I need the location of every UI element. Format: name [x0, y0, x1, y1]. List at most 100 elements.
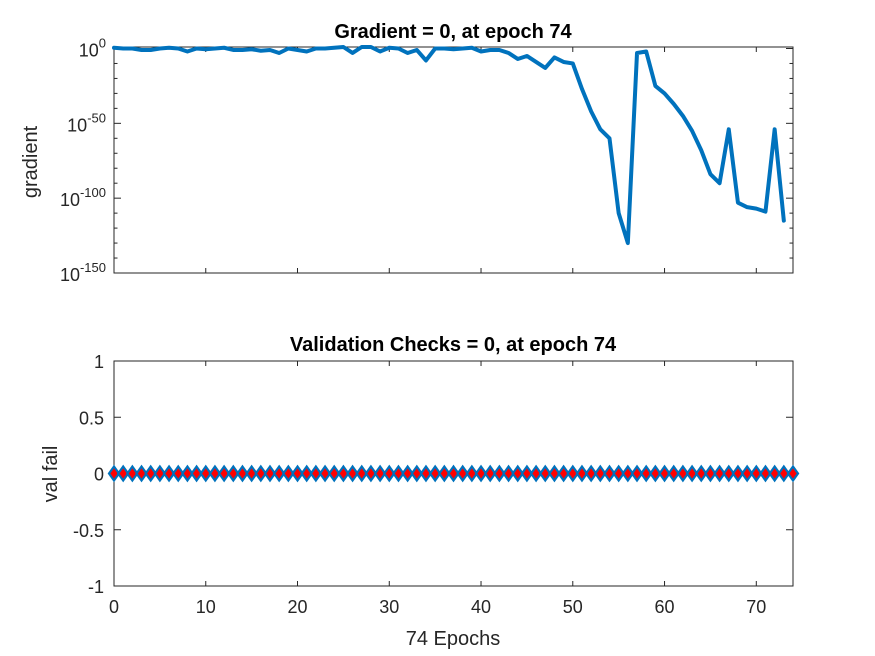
validation-y-tick-label: -1 [88, 577, 104, 597]
validation-marker [199, 464, 213, 483]
validation-marker [493, 464, 506, 483]
validation-marker [630, 464, 644, 483]
validation-marker [116, 464, 130, 483]
validation-marker [254, 464, 268, 483]
validation-marker [502, 464, 515, 483]
validation-marker [566, 464, 580, 483]
validation-marker [676, 464, 690, 483]
validation-marker [419, 464, 433, 483]
validation-subplot: Validation Checks = 0, at epoch 74 val f… [40, 334, 800, 650]
validation-y-tick-label: 0.5 [79, 408, 104, 428]
validation-marker [694, 464, 708, 483]
validation-ylabel: val fail [40, 446, 62, 503]
validation-marker [557, 464, 570, 483]
validation-marker [465, 464, 479, 483]
validation-marker [309, 464, 323, 483]
validation-marker [593, 464, 607, 483]
validation-marker [263, 464, 277, 483]
validation-marker [649, 464, 662, 483]
validation-marker [428, 464, 442, 483]
validation-marker [373, 464, 387, 483]
validation-marker [107, 464, 121, 483]
gradient-series [112, 45, 786, 246]
validation-marker [364, 464, 378, 483]
gradient-y-tick-label: 10-150 [60, 260, 106, 285]
validation-marker [704, 464, 717, 483]
validation-marker [392, 464, 405, 483]
validation-marker [786, 464, 800, 483]
validation-marker [548, 464, 561, 483]
validation-marker [474, 464, 488, 483]
validation-x-tick-label: 10 [196, 597, 216, 617]
validation-series [107, 464, 800, 483]
validation-marker [300, 464, 314, 483]
validation-marker [759, 464, 772, 483]
validation-marker [236, 464, 249, 483]
validation-marker [337, 464, 350, 483]
gradient-title: Gradient = 0, at epoch 74 [334, 21, 572, 43]
validation-marker [529, 464, 543, 483]
validation-marker [777, 464, 791, 483]
validation-marker [768, 464, 782, 483]
validation-x-tick-label: 20 [287, 597, 307, 617]
validation-marker [511, 464, 525, 483]
gradient-y-tick-label: 10-50 [67, 110, 106, 135]
validation-title: Validation Checks = 0, at epoch 74 [290, 334, 617, 356]
validation-xlabel: 74 Epochs [406, 628, 501, 650]
validation-marker [291, 464, 304, 483]
validation-marker [447, 464, 460, 483]
validation-marker [621, 464, 635, 483]
validation-marker [245, 464, 258, 483]
validation-marker [281, 464, 295, 483]
validation-marker [483, 464, 497, 483]
validation-marker [603, 464, 616, 483]
validation-marker [217, 464, 231, 483]
gradient-ylabel: gradient [20, 125, 42, 198]
validation-marker [685, 464, 699, 483]
validation-marker [327, 464, 341, 483]
gradient-subplot: Gradient = 0, at epoch 74 gradient 10010… [20, 21, 794, 285]
validation-x-tick-label: 70 [746, 597, 766, 617]
validation-marker [667, 464, 681, 483]
validation-tick-labels: 0 10 20 30 40 50 60 70 -1 -0.5 0 0.5 1 [73, 352, 766, 617]
validation-marker [722, 464, 736, 483]
validation-marker [749, 464, 763, 483]
validation-marker [410, 464, 424, 483]
validation-x-tick-label: 30 [379, 597, 399, 617]
validation-marker [144, 464, 158, 483]
validation-marker [731, 464, 745, 483]
validation-marker [658, 464, 671, 483]
gradient-line [112, 45, 786, 246]
validation-marker [226, 464, 240, 483]
validation-marker [575, 464, 589, 483]
validation-marker [437, 464, 451, 483]
validation-marker [181, 464, 194, 483]
validation-marker [153, 464, 167, 483]
validation-marker [171, 464, 185, 483]
validation-marker [135, 464, 148, 483]
validation-marker [456, 464, 470, 483]
validation-marker [355, 464, 369, 483]
validation-x-tick-label: 40 [471, 597, 491, 617]
validation-marker [639, 464, 653, 483]
validation-marker [125, 464, 139, 483]
validation-marker [162, 464, 176, 483]
validation-x-tick-label: 50 [563, 597, 583, 617]
gradient-y-tick-label: 10-100 [60, 185, 106, 210]
validation-marker [584, 464, 598, 483]
validation-x-tick-label: 0 [109, 597, 119, 617]
validation-marker [401, 464, 414, 483]
validation-marker [740, 464, 754, 483]
validation-x-tick-label: 60 [655, 597, 675, 617]
validation-y-tick-label: 1 [94, 352, 104, 372]
gradient-y-tick-labels: 100 10-50 10-100 10-150 [60, 35, 106, 285]
gradient-axes-box [113, 46, 794, 274]
validation-marker [272, 464, 286, 483]
validation-marker [538, 464, 552, 483]
validation-marker [612, 464, 626, 483]
validation-marker [190, 464, 203, 483]
validation-marker [382, 464, 396, 483]
validation-marker [208, 464, 222, 483]
validation-marker [346, 464, 359, 483]
